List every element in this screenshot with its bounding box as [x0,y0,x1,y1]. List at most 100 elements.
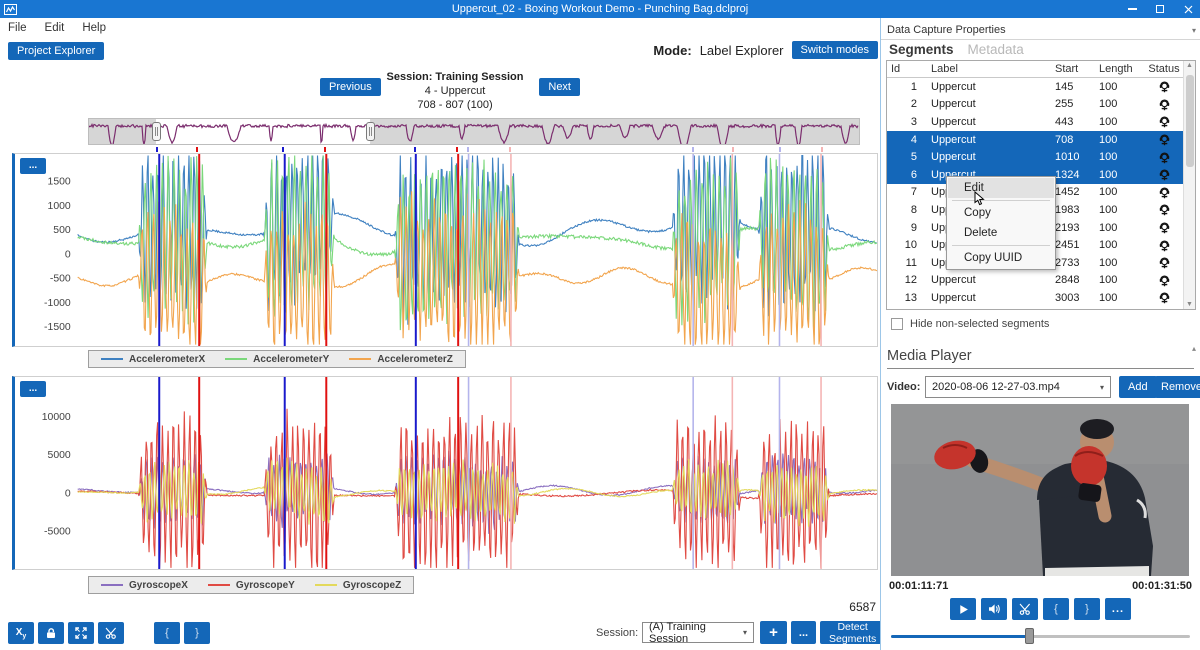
hide-nonselected-row: Hide non-selected segments [891,318,1049,330]
gyroscope-chart-menu-button[interactable]: ... [20,381,46,397]
video-select[interactable]: 2020-08-06 12-27-03.mp4 ▾ [925,376,1111,398]
session-selector-bar: Session: (A) Training Session ▾ + ... De… [560,621,886,645]
svg-text:1000: 1000 [48,201,71,212]
media-scroll-up-icon[interactable]: ▴ [1191,344,1196,353]
headset-person-icon [1145,256,1183,269]
headset-person-icon [1145,186,1183,199]
video-add-button[interactable]: Add [1119,376,1157,398]
media-seek-slider[interactable] [891,628,1190,644]
legend-item-accelerometerz[interactable]: AccelerometerZ [349,354,453,365]
session-navigation: Previous Session: Training Session 4 - U… [300,70,600,112]
headset-person-icon [1145,80,1183,93]
detect-segments-button[interactable]: Detect Segments [820,621,886,645]
play-button[interactable] [950,598,976,620]
more-button[interactable]: ... [1105,598,1131,620]
cut-button[interactable] [98,622,124,644]
chart-toolbar: Xy {} [8,622,210,644]
segment-row[interactable]: 1 Uppercut 145 100 [887,78,1195,96]
accelerometer-chart-panel[interactable]: 1500 1000 500 0 -500 -1000 -1500 ... [12,153,878,347]
video-select-value: 2020-08-06 12-27-03.mp4 [932,381,1060,393]
gyroscope-legend: GyroscopeX GyroscopeY GyroscopeZ [88,576,415,594]
video-frame[interactable] [891,404,1189,576]
switch-modes-button[interactable]: Switch modes [791,41,878,59]
scroll-up-icon[interactable]: ▲ [1186,62,1193,69]
column-header-status[interactable]: Status [1148,63,1180,75]
column-header-label[interactable]: Label [931,63,958,75]
column-header-start[interactable]: Start [1055,63,1079,75]
segment-row[interactable]: 13 Uppercut 3003 100 [887,289,1195,307]
data-capture-properties-panel: Data Capture Properties ▾ Segments Metad… [880,18,1200,650]
segments-scrollbar[interactable]: ▲ ▼ [1183,61,1195,309]
cut-button[interactable] [1012,598,1038,620]
column-header-id[interactable]: Id [891,63,901,75]
legend-item-accelerometery[interactable]: AccelerometerY [225,354,329,365]
restore-button[interactable] [1154,3,1166,15]
panel-collapse-icon[interactable]: ▾ [1191,25,1196,35]
headset-person-icon [1145,115,1183,128]
legend-item-gyroscopez[interactable]: GyroscopeZ [314,580,401,591]
session-overview-strip[interactable] [88,118,860,145]
open-brace-button[interactable]: { [154,622,180,644]
session-subtitle: 4 - Uppercut [424,85,486,97]
context-menu-item-copy[interactable]: Copy [964,207,991,219]
minimize-button[interactable] [1126,3,1138,15]
tab-segments[interactable]: Segments [889,42,954,57]
close-button[interactable] [1182,3,1194,15]
headset-person-icon [1145,98,1183,111]
fit-view-button[interactable] [68,622,94,644]
mode-area: Mode: Label Explorer Switch modes [640,41,878,59]
menu-item-edit[interactable]: Edit [44,22,65,34]
seek-thumb[interactable] [1024,628,1034,644]
video-selector-row: Video: 2020-08-06 12-27-03.mp4 ▾ Add Rem… [887,376,1200,398]
accelerometer-chart-menu-button[interactable]: ... [20,158,46,174]
segment-row[interactable]: 5 Uppercut 1010 100 [887,148,1195,166]
gyroscope-chart-panel[interactable]: 10000 5000 0 -5000 ... [12,376,878,570]
legend-item-gyroscopey[interactable]: GyroscopeY [207,580,295,591]
context-menu-item-edit[interactable]: Edit [948,178,1054,206]
segment-row[interactable]: 3 Uppercut 443 100 [887,113,1195,131]
properties-tabs: Segments Metadata [889,42,1024,57]
scrollbar-thumb[interactable] [1186,75,1194,167]
scroll-down-icon[interactable]: ▼ [1186,301,1193,308]
close-brace-button[interactable]: } [1074,598,1100,620]
session-info: Session: Training Session 4 - Uppercut 7… [370,70,540,112]
legend-item-accelerometerx[interactable]: AccelerometerX [101,354,205,365]
close-brace-button[interactable]: } [184,622,210,644]
overview-window-right-handle[interactable] [366,122,376,141]
panel-header: Data Capture Properties ▾ [887,22,1196,38]
hide-nonselected-checkbox[interactable] [891,318,903,330]
add-segment-button[interactable]: + [760,621,787,644]
context-menu-item-delete[interactable]: Delete [964,227,998,239]
menu-item-file[interactable]: File [8,22,27,34]
session-select[interactable]: (A) Training Session ▾ [642,621,754,645]
panel-header-title: Data Capture Properties [887,24,1006,36]
menu-item-help[interactable]: Help [82,22,107,34]
more-options-button[interactable]: ... [791,621,816,644]
overview-window-left-handle[interactable] [151,122,161,141]
segment-row[interactable]: 2 Uppercut 255 100 [887,96,1195,114]
lock-button[interactable] [38,622,64,644]
svg-text:0: 0 [65,249,71,260]
axes-toggle-button[interactable]: Xy [8,622,34,644]
legend-item-gyroscopex[interactable]: GyroscopeX [101,580,188,591]
legend-swatch [314,584,337,586]
svg-text:-500: -500 [50,274,71,285]
mode-label: Mode: [653,42,692,58]
headset-person-icon [1145,151,1183,164]
project-explorer-button[interactable]: Project Explorer [8,42,105,60]
previous-session-button[interactable]: Previous [320,78,381,96]
video-remove-button[interactable]: Remove [1155,376,1200,398]
chevron-down-icon: ▾ [1099,382,1104,392]
hide-nonselected-label: Hide non-selected segments [910,318,1050,330]
title-bar: Uppercut_02 - Boxing Workout Demo - Punc… [0,0,1200,18]
tab-metadata[interactable]: Metadata [967,42,1024,57]
volume-button[interactable] [981,598,1007,620]
open-brace-button[interactable]: { [1043,598,1069,620]
context-menu-item-copy-uuid[interactable]: Copy UUID [964,252,1023,264]
segment-row[interactable]: 4 Uppercut 708 100 [887,130,1195,149]
column-header-length[interactable]: Length [1099,63,1133,75]
next-session-button[interactable]: Next [539,78,580,96]
legend-swatch [349,358,372,360]
seek-track[interactable] [891,635,1190,638]
segment-row[interactable]: 12 Uppercut 2848 100 [887,272,1195,290]
